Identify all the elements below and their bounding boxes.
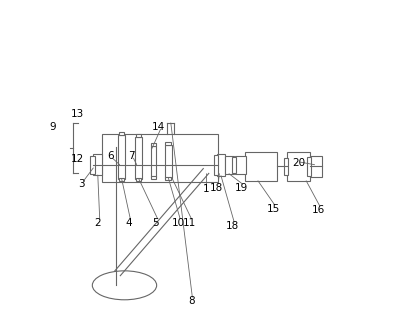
Bar xyxy=(135,137,142,179)
Bar xyxy=(165,177,171,180)
Bar xyxy=(232,157,236,173)
Text: 14: 14 xyxy=(152,122,166,132)
Bar xyxy=(118,135,125,179)
Text: 8: 8 xyxy=(188,297,195,307)
Bar xyxy=(217,154,225,176)
Bar xyxy=(165,145,172,178)
Bar xyxy=(93,154,102,175)
Text: 13: 13 xyxy=(71,109,84,119)
Bar xyxy=(136,133,141,137)
Text: 11: 11 xyxy=(183,218,197,228)
Text: 7: 7 xyxy=(128,151,135,161)
Text: 2: 2 xyxy=(95,218,101,228)
Text: 15: 15 xyxy=(267,204,280,214)
Text: 19: 19 xyxy=(235,183,248,193)
Text: 3: 3 xyxy=(78,179,85,189)
Text: 1: 1 xyxy=(203,184,210,194)
Text: 18: 18 xyxy=(226,222,240,232)
Bar xyxy=(245,152,277,181)
Text: 10: 10 xyxy=(172,218,185,228)
Bar xyxy=(151,143,156,146)
Bar xyxy=(119,131,124,135)
Bar xyxy=(151,146,157,177)
Ellipse shape xyxy=(93,271,157,300)
Text: 5: 5 xyxy=(152,218,159,228)
Text: 18: 18 xyxy=(210,183,223,193)
Bar xyxy=(151,176,156,179)
Bar xyxy=(287,152,310,181)
Bar xyxy=(310,156,322,177)
Bar xyxy=(214,155,218,175)
Text: 12: 12 xyxy=(71,154,84,164)
Bar xyxy=(119,178,124,181)
Text: 20: 20 xyxy=(292,158,306,168)
Bar xyxy=(235,156,246,174)
Text: 6: 6 xyxy=(107,151,114,161)
Text: 16: 16 xyxy=(312,205,325,215)
Bar xyxy=(90,156,95,174)
Bar xyxy=(136,178,141,181)
Bar xyxy=(307,157,311,176)
Text: 9: 9 xyxy=(50,122,56,132)
Bar xyxy=(165,142,171,145)
Bar xyxy=(225,156,234,174)
Bar xyxy=(102,134,218,182)
Bar xyxy=(284,158,288,175)
Text: 4: 4 xyxy=(126,218,132,228)
